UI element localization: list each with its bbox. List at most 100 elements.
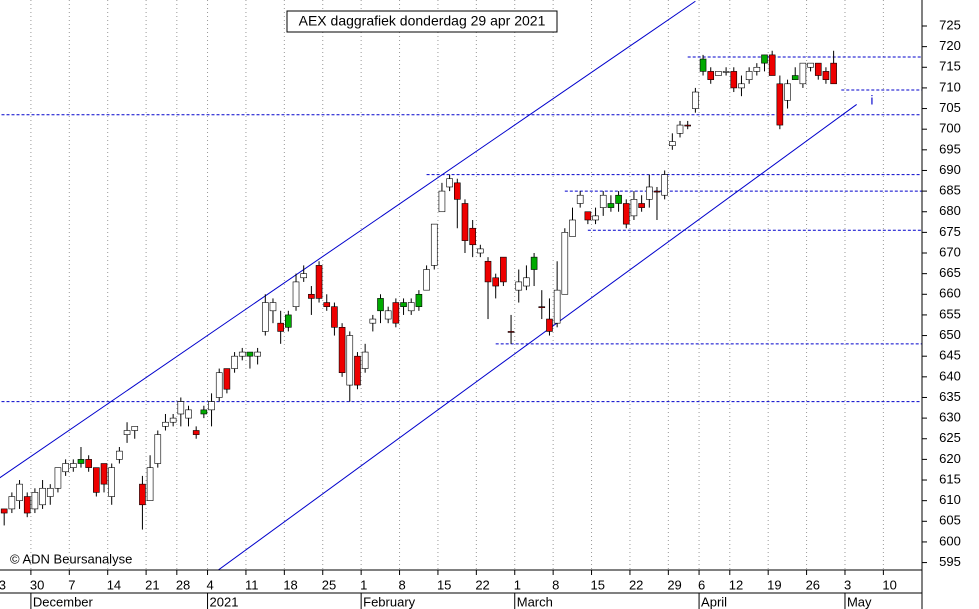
- annotation: i: [871, 92, 874, 107]
- candle-body: [93, 467, 100, 493]
- x-tick-label: 28: [176, 577, 190, 592]
- candle-body: [692, 91, 699, 109]
- month-label: May: [847, 594, 872, 609]
- x-tick-label: 15: [591, 577, 605, 592]
- candle-body: [369, 318, 377, 324]
- candle-body: [116, 450, 123, 460]
- y-tick-label: 610: [939, 492, 961, 507]
- candle-body: [745, 71, 753, 80]
- y-tick-label: 630: [939, 410, 961, 425]
- candle-body: [261, 302, 269, 332]
- candle-body: [16, 483, 23, 501]
- candle-body: [292, 281, 300, 307]
- candle-body: [415, 293, 423, 307]
- candle-body: [31, 492, 39, 510]
- y-tick-label: 645: [939, 348, 961, 363]
- candle-body: [730, 71, 738, 89]
- x-tick-label: 22: [475, 577, 489, 592]
- candle-body: [354, 355, 361, 386]
- candle-body: [123, 430, 131, 435]
- candle-body: [423, 269, 430, 291]
- candle-body: [23, 496, 31, 514]
- candle-body: [515, 281, 523, 291]
- y-tick-label: 695: [939, 141, 961, 156]
- candle-body: [791, 75, 799, 80]
- y-tick-label: 660: [939, 286, 961, 301]
- candle-body: [46, 487, 54, 497]
- x-tick-label: 22: [629, 577, 643, 592]
- candle-body: [400, 302, 407, 307]
- candle-body: [39, 487, 46, 506]
- candle-body: [661, 174, 668, 196]
- candle-body: [384, 310, 392, 320]
- candle-body: [100, 463, 108, 485]
- y-tick-label: 690: [939, 162, 961, 177]
- month-label: February: [363, 594, 416, 609]
- candle-body: [377, 298, 384, 312]
- month-label: 2021: [210, 594, 239, 609]
- x-tick-label: 25: [322, 577, 336, 592]
- x-tick-label: 14: [107, 577, 121, 592]
- channel-line: [217, 104, 857, 570]
- x-tick-label: 7: [68, 577, 75, 592]
- candle-body: [592, 215, 599, 221]
- x-tick-label: 18: [283, 577, 297, 592]
- channel-line: [0, 0, 696, 479]
- candle-body: [484, 260, 492, 283]
- candle-body: [0, 508, 8, 514]
- candle-body: [131, 426, 139, 431]
- candle-body: [523, 277, 530, 287]
- candle-body: [492, 277, 500, 287]
- x-tick-label: 11: [245, 577, 259, 592]
- credit: © ADN Beursanalyse: [10, 551, 132, 566]
- candle-body: [638, 203, 645, 208]
- candle-body: [146, 467, 154, 501]
- candle-body: [315, 265, 323, 299]
- candle-body: [645, 186, 653, 200]
- candle-body: [684, 124, 692, 127]
- candle-body: [277, 322, 284, 332]
- candle-body: [453, 182, 461, 200]
- candle-body: [477, 248, 484, 254]
- candle-body: [569, 219, 576, 237]
- x-tick-label: 6: [698, 577, 705, 592]
- candle-body: [615, 194, 622, 204]
- x-tick-label: 3: [844, 577, 851, 592]
- candle-body: [622, 203, 630, 225]
- candle-body: [530, 256, 538, 270]
- candle-body: [238, 351, 246, 357]
- candle-body: [185, 409, 192, 419]
- y-tick-label: 700: [939, 121, 961, 136]
- y-tick-label: 655: [939, 306, 961, 321]
- candle-body: [246, 351, 254, 357]
- plot-area: [0, 0, 922, 570]
- candle-body: [177, 401, 185, 415]
- y-tick-label: 625: [939, 430, 961, 445]
- candle-body: [461, 203, 469, 241]
- y-tick-label: 725: [939, 17, 961, 32]
- candle-body: [538, 306, 546, 308]
- y-tick-label: 665: [939, 265, 961, 280]
- candle-body: [331, 306, 338, 328]
- candle-body: [438, 190, 446, 213]
- y-tick-label: 615: [939, 471, 961, 486]
- candle-body: [546, 318, 553, 332]
- candle-body: [807, 62, 814, 68]
- candle-body: [346, 335, 354, 386]
- candle-body: [768, 54, 776, 76]
- candle-body: [822, 71, 830, 80]
- candle-body: [70, 463, 77, 468]
- y-tick-label: 720: [939, 38, 961, 53]
- candle-body: [599, 194, 607, 208]
- candle-body: [231, 355, 238, 369]
- x-tick-label: 26: [806, 577, 820, 592]
- y-tick-label: 620: [939, 451, 961, 466]
- candle-body: [669, 141, 676, 146]
- candle-body: [738, 83, 745, 89]
- candle-body: [500, 256, 507, 283]
- candle-body: [192, 430, 200, 435]
- candle-body: [215, 372, 223, 398]
- candle-body: [630, 199, 638, 217]
